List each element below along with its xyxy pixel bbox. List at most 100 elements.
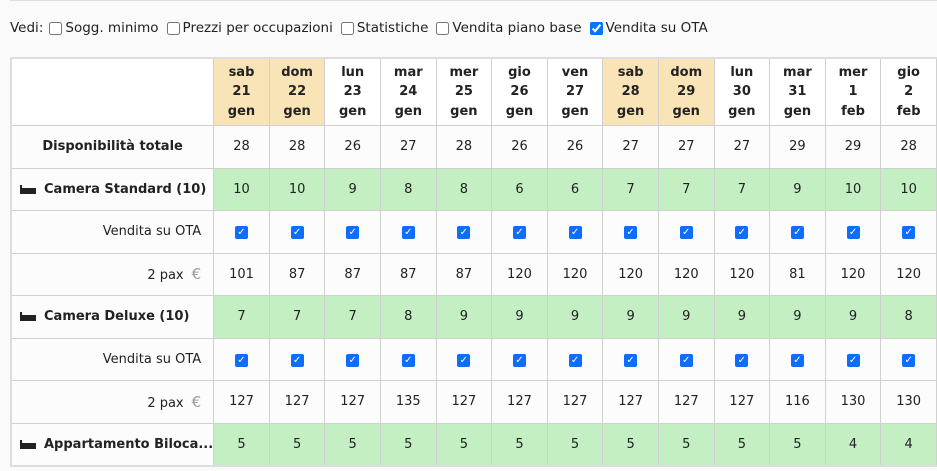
ota-checkbox[interactable]: ✓ [290,353,304,367]
price-cell[interactable]: 127 [213,380,270,424]
availability-cell[interactable]: 9 [435,295,493,339]
price-cell[interactable]: 87 [268,252,326,296]
ota-checkbox[interactable]: ✓ [346,353,360,367]
availability-cell[interactable]: 7 [268,295,326,339]
availability-cell[interactable]: 9 [491,295,548,339]
availability-cell[interactable]: 10 [880,167,937,211]
filter-checkbox[interactable] [589,21,603,35]
availability-cell[interactable]: 9 [546,295,604,339]
price-cell[interactable]: 120 [546,252,604,296]
availability-cell[interactable]: 5 [491,422,548,467]
price-cell[interactable]: 87 [379,252,437,296]
availability-cell[interactable]: 4 [880,422,937,467]
filter-checkbox[interactable] [166,21,180,35]
ota-checkbox[interactable]: ✓ [401,353,415,367]
ota-checkbox[interactable]: ✓ [846,353,860,367]
ota-checkbox[interactable]: ✓ [568,353,582,367]
price-cell[interactable]: 87 [435,252,493,296]
availability-cell[interactable]: 9 [824,295,882,339]
ota-checkbox[interactable]: ✓ [346,226,360,240]
price-cell[interactable]: 135 [379,380,437,424]
ota-checkbox[interactable]: ✓ [234,226,248,240]
price-cell[interactable]: 87 [324,252,381,296]
ota-checkbox[interactable]: ✓ [679,353,693,367]
availability-cell[interactable]: 10 [268,167,326,211]
availability-cell[interactable]: 7 [324,295,381,339]
ota-checkbox[interactable]: ✓ [790,226,804,240]
ota-checkbox[interactable]: ✓ [234,353,248,367]
ota-checkbox[interactable]: ✓ [902,353,916,367]
availability-cell[interactable]: 5 [602,422,659,467]
availability-cell[interactable]: 10 [824,167,882,211]
filter-checkbox[interactable] [436,21,450,35]
price-cell[interactable]: 127 [491,380,548,424]
price-cell[interactable]: 127 [435,380,493,424]
price-cell[interactable]: 120 [713,252,771,296]
ota-checkbox[interactable]: ✓ [457,226,471,240]
price-cell[interactable]: 101 [213,252,270,296]
ota-checkbox[interactable]: ✓ [735,226,749,240]
price-cell[interactable]: 120 [602,252,659,296]
availability-cell[interactable]: 5 [769,422,826,467]
price-cell[interactable]: 127 [324,380,381,424]
filter-option[interactable]: Vendita piano base [436,20,582,36]
price-cell[interactable]: 116 [769,380,826,424]
price-cell[interactable]: 127 [546,380,604,424]
availability-cell[interactable]: 8 [435,167,493,211]
ota-checkbox[interactable]: ✓ [624,353,638,367]
availability-cell[interactable]: 7 [713,167,771,211]
availability-cell[interactable]: 6 [546,167,604,211]
availability-cell[interactable]: 7 [657,167,715,211]
room-name-cell[interactable]: Camera Standard (10) [10,167,215,211]
price-cell[interactable]: 130 [824,380,882,424]
room-name-cell[interactable]: Appartamento Biloca... [10,422,215,467]
availability-cell[interactable]: 9 [602,295,659,339]
availability-cell[interactable]: 5 [435,422,493,467]
availability-cell[interactable]: 5 [713,422,771,467]
filter-option[interactable]: Vendita su OTA [589,20,708,36]
ota-checkbox[interactable]: ✓ [790,353,804,367]
availability-cell[interactable]: 9 [769,167,826,211]
ota-checkbox[interactable]: ✓ [457,353,471,367]
availability-cell[interactable]: 10 [213,167,270,211]
ota-checkbox[interactable]: ✓ [290,226,304,240]
ota-checkbox[interactable]: ✓ [624,226,638,240]
filter-checkbox[interactable] [49,21,63,35]
filter-option[interactable]: Statistiche [340,20,428,36]
price-cell[interactable]: 120 [880,252,937,296]
availability-cell[interactable]: 8 [880,295,937,339]
ota-checkbox[interactable]: ✓ [512,353,526,367]
ota-checkbox[interactable]: ✓ [846,226,860,240]
availability-cell[interactable]: 5 [213,422,270,467]
room-name-cell[interactable]: Camera Deluxe (10) [10,295,215,339]
availability-cell[interactable]: 5 [657,422,715,467]
availability-cell[interactable]: 8 [379,167,437,211]
price-cell[interactable]: 120 [657,252,715,296]
availability-cell[interactable]: 5 [379,422,437,467]
availability-cell[interactable]: 5 [324,422,381,467]
ota-checkbox[interactable]: ✓ [568,226,582,240]
availability-cell[interactable]: 9 [769,295,826,339]
ota-checkbox[interactable]: ✓ [735,353,749,367]
availability-cell[interactable]: 9 [324,167,381,211]
price-cell[interactable]: 120 [491,252,548,296]
filter-option[interactable]: Prezzi per occupazioni [166,20,333,36]
filter-option[interactable]: Sogg. minimo [49,20,159,36]
ota-checkbox[interactable]: ✓ [679,226,693,240]
price-cell[interactable]: 120 [824,252,882,296]
availability-cell[interactable]: 9 [713,295,771,339]
ota-checkbox[interactable]: ✓ [902,226,916,240]
availability-cell[interactable]: 7 [602,167,659,211]
price-cell[interactable]: 127 [268,380,326,424]
availability-cell[interactable]: 8 [379,295,437,339]
availability-cell[interactable]: 7 [213,295,270,339]
price-cell[interactable]: 130 [880,380,937,424]
availability-cell[interactable]: 5 [268,422,326,467]
availability-cell[interactable]: 5 [546,422,604,467]
price-cell[interactable]: 127 [602,380,659,424]
availability-cell[interactable]: 4 [824,422,882,467]
ota-checkbox[interactable]: ✓ [512,226,526,240]
price-cell[interactable]: 127 [713,380,771,424]
availability-cell[interactable]: 6 [491,167,548,211]
availability-cell[interactable]: 9 [657,295,715,339]
